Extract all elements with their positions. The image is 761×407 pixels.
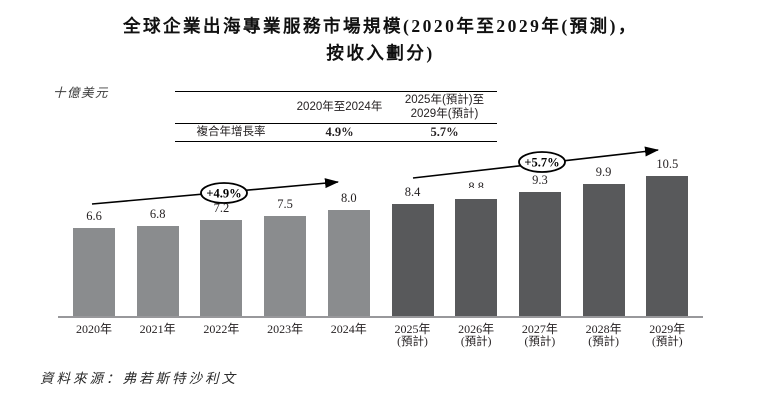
x-axis-year: 2027年	[521, 322, 558, 336]
bar-2020年	[73, 228, 115, 316]
x-axis-year: 2024年	[330, 322, 367, 336]
source-note: 資料來源：弗若斯特沙利文	[40, 371, 238, 386]
x-axis-year: 2025年	[394, 322, 431, 336]
cagr-table-period1-header: 2020年至2024年	[296, 100, 383, 113]
x-axis-label-2021年: 2021年	[121, 322, 195, 336]
cagr-table-header-row: 2020年至2024年 2025年(預計)至 2029年(預計)	[175, 92, 497, 124]
cagr-table-period2-header: 2025年(預計)至 2029年(預計)	[404, 94, 485, 120]
bar-2026年	[455, 198, 498, 316]
forecast-cagr-annotation: +5.7%	[524, 156, 559, 170]
bar-value-label-2029年: 10.5	[656, 157, 679, 172]
bar-value-label-2020年: 6.6	[86, 209, 102, 224]
x-axis-forecast-tag: (預計)	[588, 336, 619, 348]
x-axis-year: 2028年	[585, 322, 622, 336]
bar-2028年	[582, 184, 625, 316]
bar-2022年	[200, 220, 243, 316]
x-axis-year: 2023年	[267, 322, 304, 336]
bar-value-label-2025年: 8.4	[404, 185, 421, 200]
bar-2024年	[327, 209, 370, 316]
bar-2029年	[646, 176, 689, 316]
x-axis-label-2029年: 2029年 (預計)	[630, 322, 704, 349]
x-axis-label-2026年: 2026年 (預計)	[439, 322, 513, 349]
cagr-table-row-label: 複合年增長率	[196, 125, 266, 138]
x-axis-line	[58, 316, 703, 318]
forecast-cagr-ellipse	[518, 151, 566, 173]
x-axis-year: 2022年	[203, 322, 240, 336]
x-axis-label-2020年: 2020年	[57, 322, 131, 336]
x-axis-year: 2026年	[458, 322, 495, 336]
historical-cagr-ellipse	[200, 182, 248, 204]
cagr-table: 2020年至2024年 2025年(預計)至 2029年(預計) 複合年增長率 …	[175, 91, 497, 142]
bar-value-label-2027年: 9.3	[532, 173, 548, 188]
x-axis-label-2027年: 2027年 (預計)	[503, 322, 577, 349]
bar-value-label-2026年: 8.8	[468, 179, 484, 194]
bar-2027年	[518, 192, 561, 316]
x-axis-forecast-tag: (預計)	[460, 336, 492, 348]
cagr-value-period2: 5.7%	[430, 124, 459, 139]
historical-cagr-annotation: +4.9%	[206, 187, 241, 201]
x-axis-label-2025年: 2025年 (預計)	[376, 322, 450, 349]
cagr-value-period1: 4.9%	[325, 124, 354, 139]
chart-title-line1: 全球企業出海專業服務市場規模(2020年至2029年(預測)，	[123, 16, 638, 36]
bar-2025年	[391, 204, 434, 316]
bar-value-label-2023年: 7.5	[277, 197, 293, 212]
bar-value-label-2021年: 6.8	[149, 206, 166, 221]
y-axis-unit-label: 十億美元	[53, 86, 110, 100]
bar-value-label-2022年: 7.2	[213, 201, 230, 216]
bar-2021年	[136, 225, 179, 316]
cagr-table-data-row: 複合年增長率 4.9% 5.7%	[175, 124, 497, 141]
x-axis-label-2022年: 2022年	[184, 322, 258, 336]
x-axis-forecast-tag: (預計)	[524, 336, 556, 348]
x-axis-forecast-tag: (預計)	[397, 336, 428, 348]
x-axis-label-2024年: 2024年	[312, 322, 386, 336]
x-axis-label-2023年: 2023年	[248, 322, 322, 336]
x-axis-forecast-tag: (預計)	[651, 336, 683, 348]
bar-2023年	[264, 216, 307, 316]
x-axis-label-2028年: 2028年 (預計)	[567, 322, 641, 349]
chart-title-line2: 按收入劃分)	[326, 43, 435, 63]
x-axis-year: 2020年	[75, 322, 112, 336]
x-axis-year: 2021年	[139, 322, 176, 336]
chart-title: 全球企業出海專業服務市場規模(2020年至2029年(預測)， 按收入劃分)	[0, 13, 761, 67]
bar-value-label-2028年: 9.9	[595, 165, 612, 180]
bar-value-label-2024年: 8.0	[340, 190, 357, 205]
x-axis-year: 2029年	[649, 322, 686, 336]
